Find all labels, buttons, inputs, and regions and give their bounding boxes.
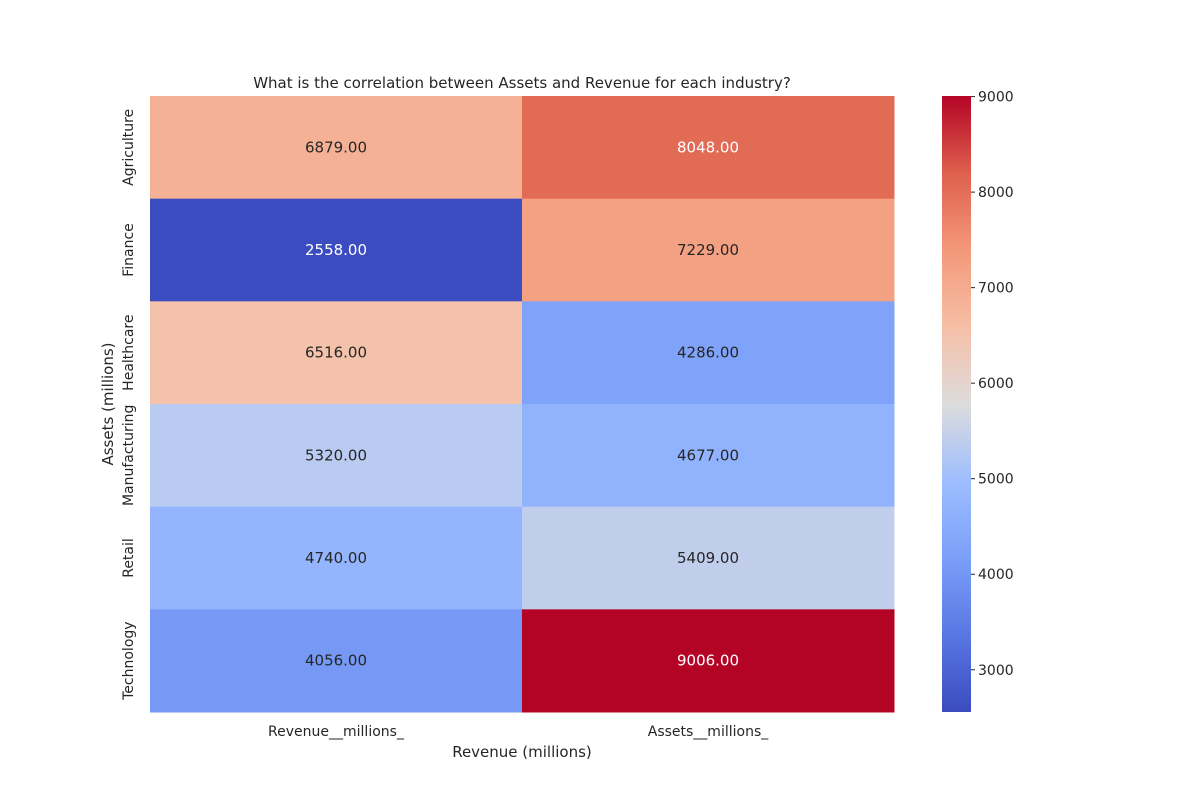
heatmap-cell-finance-0 bbox=[150, 198, 523, 302]
y-tick-label: Healthcare bbox=[121, 315, 137, 391]
cell-value-label: 2558.00 bbox=[305, 241, 367, 259]
x-tick-label: Revenue__millions_ bbox=[268, 724, 405, 740]
colorbar: 3000 4000 5000 6000 7000 8000 9000 bbox=[942, 90, 1014, 712]
x-tick-labels: Revenue__millions_ Assets__millions_ bbox=[268, 724, 769, 740]
y-tick-label: Retail bbox=[121, 538, 137, 578]
x-tick-label: Assets__millions_ bbox=[648, 724, 769, 740]
heatmap-cell-finance-1 bbox=[522, 198, 895, 302]
y-tick-labels: Agriculture Finance Healthcare Manufacturin… bbox=[121, 109, 137, 701]
heatmap-cell-retail-0 bbox=[150, 506, 523, 610]
y-tick-label: Manufacturing bbox=[121, 405, 137, 506]
y-tick-label: Finance bbox=[121, 223, 137, 277]
colorbar-gradient bbox=[942, 96, 971, 712]
heatmap-cell-manufacturing-1 bbox=[522, 404, 895, 508]
heatmap-cell-manufacturing-0 bbox=[150, 404, 523, 508]
cell-value-label: 6879.00 bbox=[305, 138, 367, 156]
cell-value-label: 7229.00 bbox=[677, 241, 739, 259]
cell-value-label: 9006.00 bbox=[677, 652, 739, 670]
x-axis-label: Revenue (millions) bbox=[452, 743, 592, 761]
heatmap-cell-healthcare-0 bbox=[150, 301, 523, 405]
heatmap-cells: 6879.00 8048.00 2558.00 7229.00 6516.00 4286.… bbox=[150, 96, 895, 713]
cell-value-label: 4740.00 bbox=[305, 549, 367, 567]
colorbar-tick-label: 9000 bbox=[978, 90, 1014, 106]
y-tick-label: Agriculture bbox=[121, 109, 137, 186]
heatmap-cell-agriculture-0 bbox=[150, 96, 523, 200]
heatmap-cell-retail-1 bbox=[522, 506, 895, 610]
colorbar-tick-label: 7000 bbox=[978, 281, 1014, 297]
colorbar-tick-label: 5000 bbox=[978, 472, 1014, 488]
y-axis-label: Assets (millions) bbox=[99, 342, 117, 465]
heatmap-cell-healthcare-1 bbox=[522, 301, 895, 405]
cell-value-label: 8048.00 bbox=[677, 138, 739, 156]
cell-value-label: 5409.00 bbox=[677, 549, 739, 567]
heatmap-cell-technology-1 bbox=[522, 609, 895, 713]
colorbar-tick-label: 3000 bbox=[978, 663, 1014, 679]
colorbar-tick-label: 4000 bbox=[978, 567, 1014, 583]
colorbar-ticks: 3000 4000 5000 6000 7000 8000 9000 bbox=[971, 90, 1014, 679]
y-tick-label: Technology bbox=[121, 621, 137, 700]
cell-value-label: 6516.00 bbox=[305, 344, 367, 362]
chart-title: What is the correlation between Assets a… bbox=[253, 74, 791, 92]
cell-value-label: 4677.00 bbox=[677, 446, 739, 464]
heatmap-cell-technology-0 bbox=[150, 609, 523, 713]
colorbar-tick-label: 8000 bbox=[978, 185, 1014, 201]
cell-value-label: 4286.00 bbox=[677, 344, 739, 362]
colorbar-tick-label: 6000 bbox=[978, 376, 1014, 392]
heatmap-cell-agriculture-1 bbox=[522, 96, 895, 200]
cell-value-label: 4056.00 bbox=[305, 652, 367, 670]
cell-value-label: 5320.00 bbox=[305, 446, 367, 464]
